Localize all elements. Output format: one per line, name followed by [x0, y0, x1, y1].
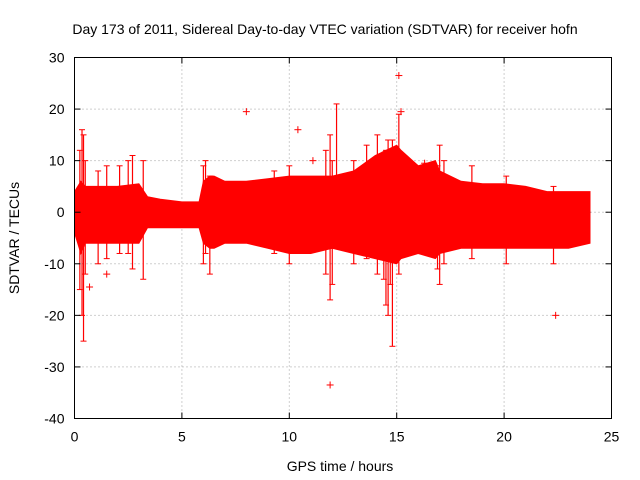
data-spike	[503, 175, 510, 265]
plot-frame	[74, 57, 612, 419]
axis-ticks: 0 5 10 15 20 25 -40 -30 -20 -10 0 10 20 30	[44, 50, 619, 445]
y-axis-label: SDTVAR / TECUs	[6, 182, 22, 294]
outlier-point	[395, 72, 403, 80]
data-spike	[350, 160, 357, 265]
x-tick-label: 25	[604, 429, 620, 445]
y-tick-label: -30	[44, 359, 64, 375]
x-tick-label: 0	[71, 429, 79, 445]
data-spike	[271, 170, 278, 254]
y-tick-label: -40	[44, 411, 64, 427]
y-tick-label: 10	[49, 153, 65, 169]
y-tick-label: -10	[44, 256, 64, 272]
x-tick-label: 10	[282, 429, 298, 445]
data-spike	[125, 160, 132, 254]
data-spike	[389, 139, 396, 347]
data-spike	[333, 103, 340, 244]
outlier-point	[86, 283, 94, 291]
x-tick-label: 5	[178, 429, 186, 445]
data-spike	[329, 160, 336, 285]
y-tick-label: 20	[49, 101, 65, 117]
x-axis-label: GPS time / hours	[287, 458, 394, 474]
data-spike	[440, 160, 447, 265]
data-spike	[82, 160, 89, 275]
data-spike	[116, 165, 123, 254]
chart-title: Day 173 of 2011, Sidereal Day-to-day VTE…	[72, 21, 577, 37]
outlier-point	[552, 311, 560, 319]
data-spike	[550, 185, 557, 265]
y-tick-label: 0	[57, 204, 65, 220]
y-tick-label: -20	[44, 307, 64, 323]
outlier-point	[309, 157, 317, 165]
data-spike	[374, 134, 381, 275]
data-spike	[327, 134, 334, 301]
outlier-point	[397, 108, 405, 116]
data-spike	[129, 154, 136, 270]
outlier-markers	[86, 72, 560, 389]
data-spike	[468, 165, 475, 260]
outlier-point	[294, 126, 302, 134]
data-spike	[80, 134, 87, 342]
data-spike	[363, 144, 370, 260]
data-spike	[322, 149, 329, 275]
data-spike	[436, 144, 443, 285]
data-spike	[140, 160, 147, 280]
y-tick-label: 30	[49, 50, 65, 66]
outlier-point	[242, 108, 250, 116]
data-spike	[286, 165, 293, 265]
x-tick-label: 20	[496, 429, 512, 445]
outlier-point	[103, 270, 111, 278]
data-spike	[103, 165, 110, 260]
data-spike	[202, 160, 209, 254]
outlier-point	[326, 381, 334, 389]
outlier-point	[421, 159, 429, 167]
data-spike	[95, 170, 102, 265]
data-spike	[206, 175, 213, 275]
x-tick-label: 15	[389, 429, 405, 445]
data-spikes	[76, 103, 557, 347]
